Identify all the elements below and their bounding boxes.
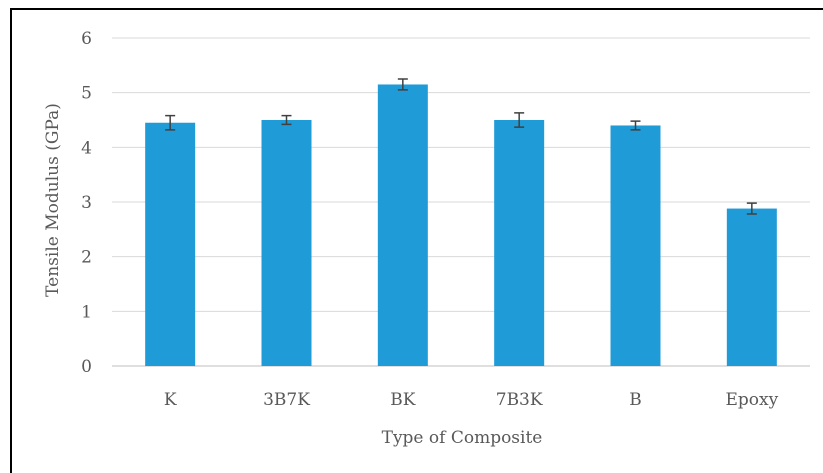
gridlines [112,37,810,367]
y-tick-label: 0 [81,357,92,377]
bar-7b3k [494,120,545,366]
error-bar-bk [397,78,408,91]
bar-k [145,122,196,366]
x-tick-label: 3B7K [263,390,310,410]
y-tick-labels: 0 1 2 3 4 5 6 [81,29,92,377]
error-bar-epoxy [746,202,757,215]
y-tick-label: 4 [81,138,92,158]
bar-3b7k [261,120,312,366]
error-bar-3b7k [281,114,292,126]
y-tick-label: 5 [81,84,92,104]
y-tick-label: 1 [81,302,92,322]
x-tick-label: 7B3K [496,390,543,410]
x-tick-labels: K 3B7K BK 7B3K B Epoxy [164,390,779,410]
error-bar-k [165,114,176,131]
bar-epoxy [726,208,777,366]
x-tick-label: K [164,390,177,410]
bars [145,84,777,366]
bar-bk [377,84,428,366]
x-tick-label: Epoxy [725,390,778,410]
y-tick-label: 6 [81,29,92,49]
x-axis-title: Type of Composite [382,428,543,448]
y-tick-label: 2 [81,248,92,268]
bar-b [610,125,661,366]
x-tick-label: BK [390,390,415,410]
error-bar-7b3k [514,112,525,128]
error-bars [165,78,757,215]
y-axis-title: Tensile Modulus (GPa) [43,103,63,297]
error-bar-b [630,120,641,131]
x-tick-label: B [629,390,642,410]
y-tick-label: 3 [81,193,92,213]
